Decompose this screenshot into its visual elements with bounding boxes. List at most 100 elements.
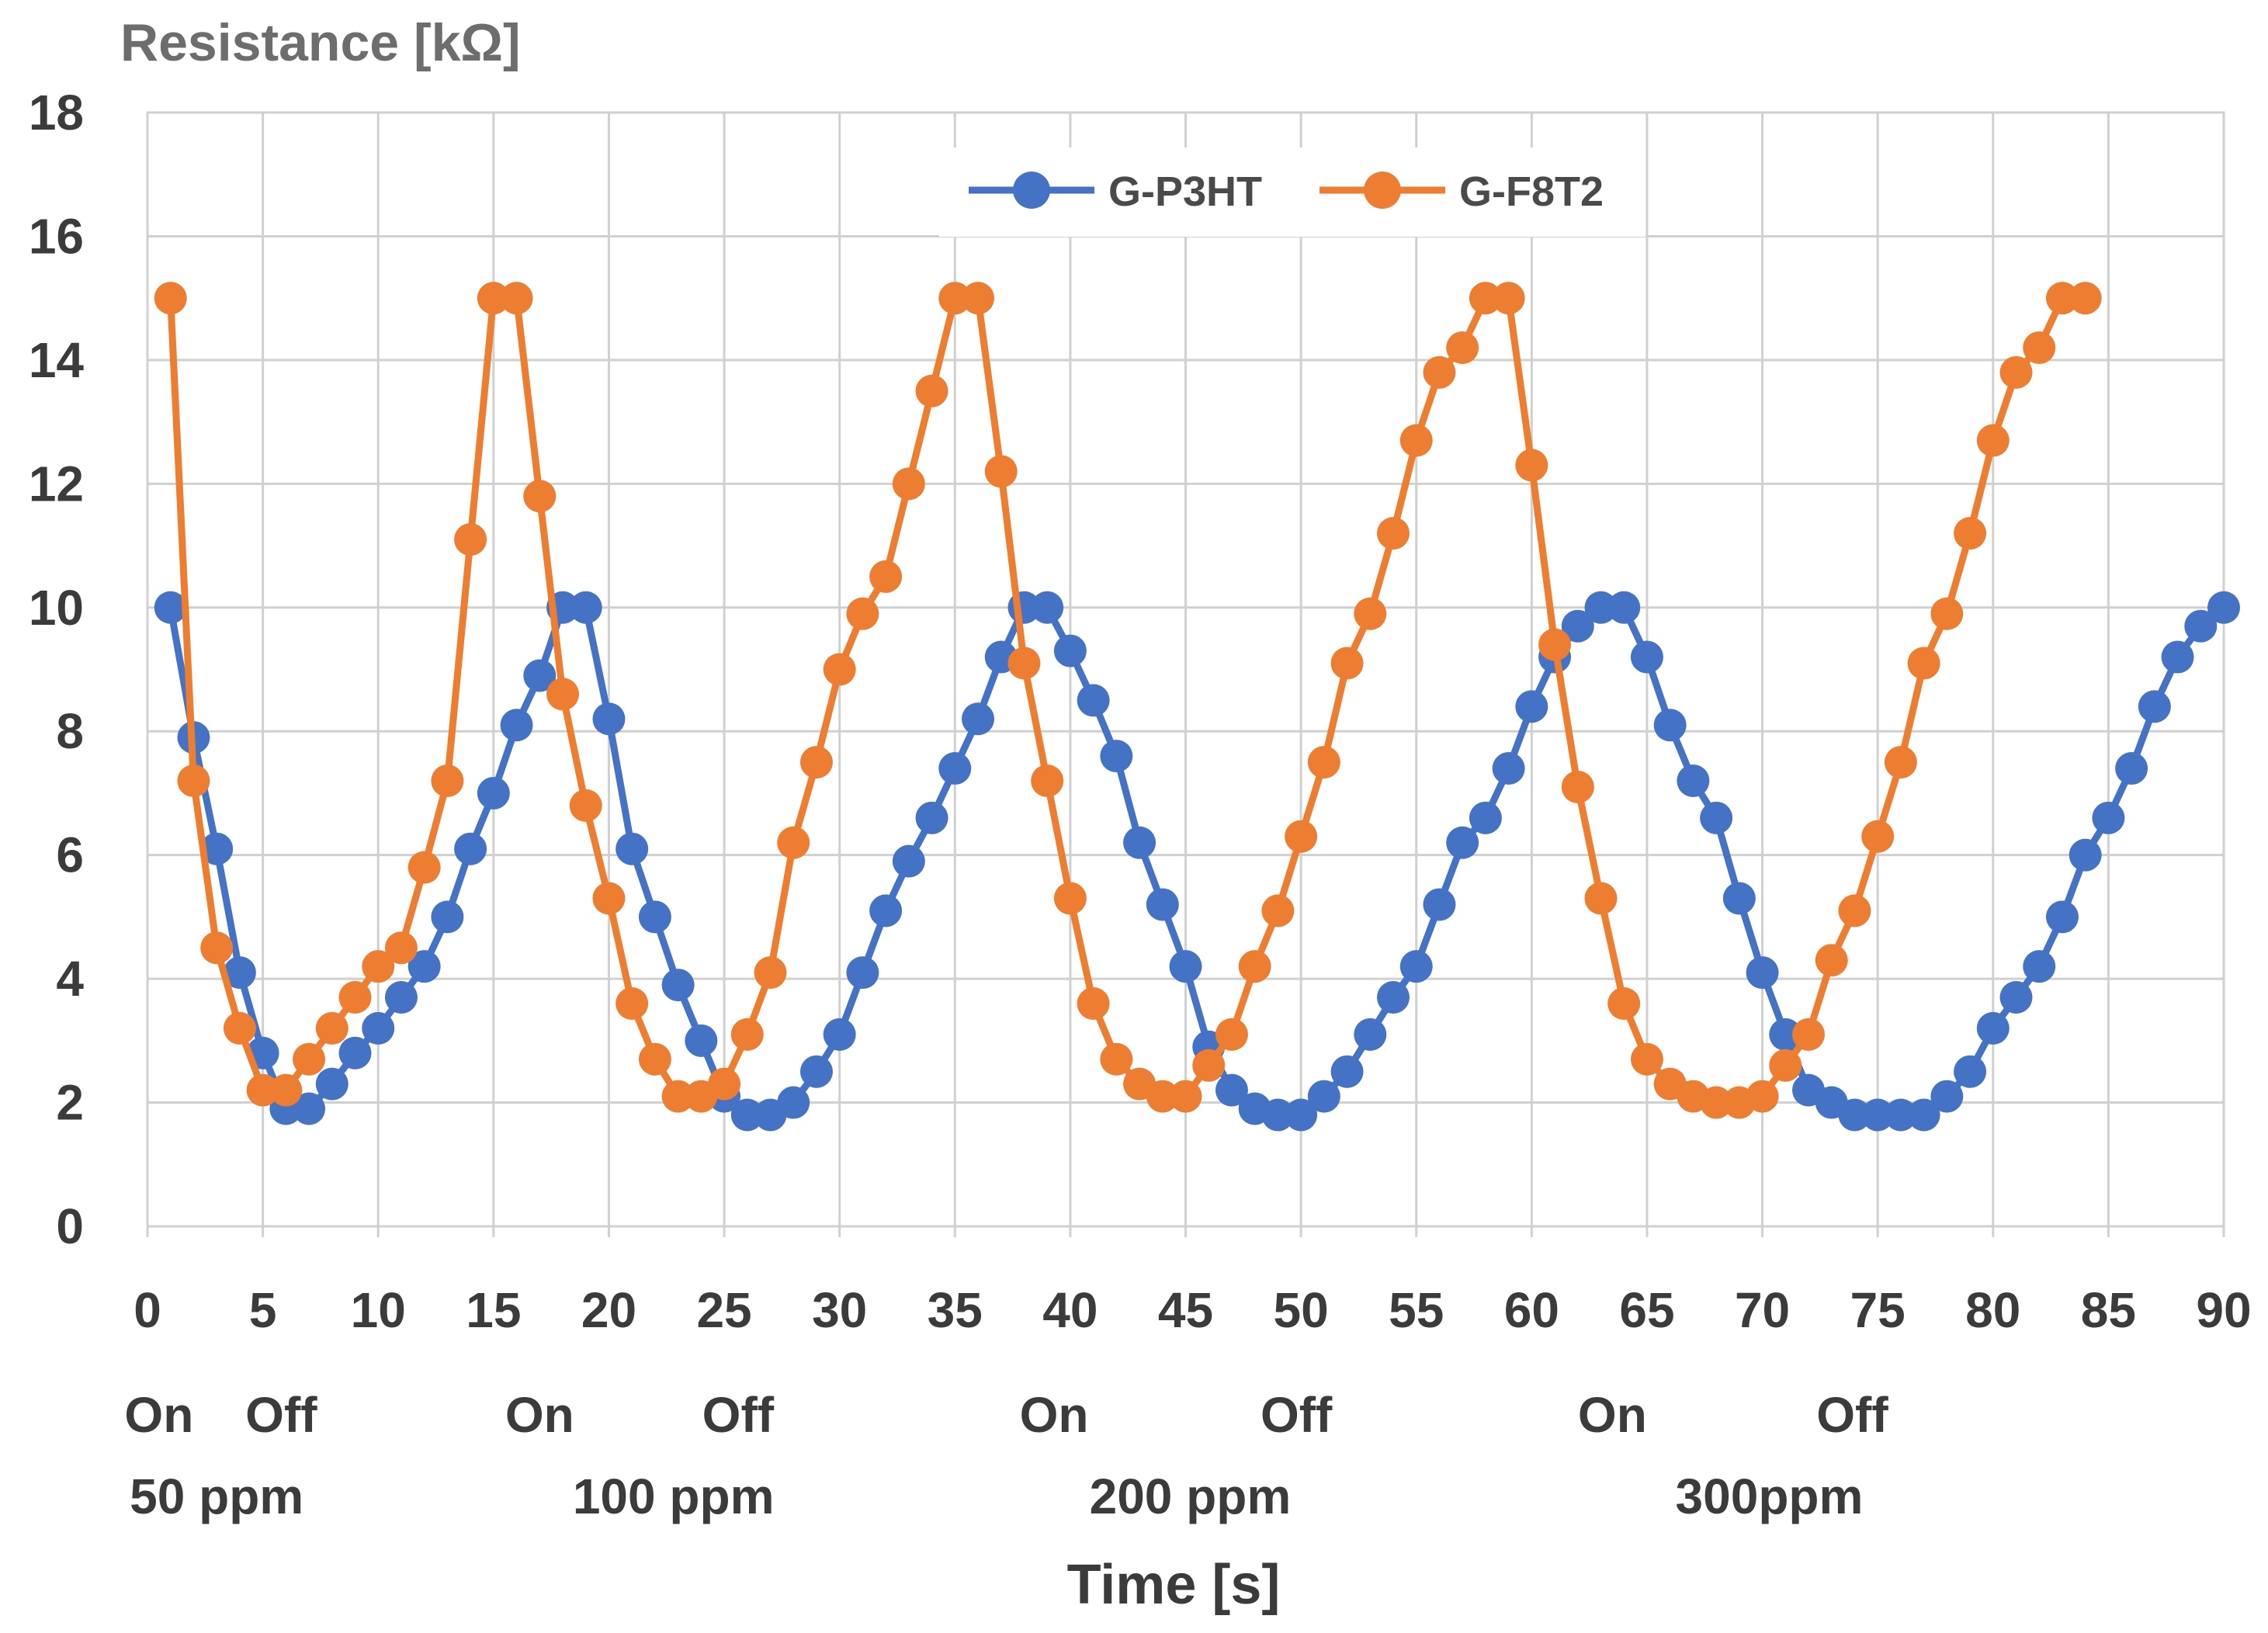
- data-point-g-p3ht: [2138, 690, 2171, 723]
- data-point-g-f8t2: [1769, 1049, 1802, 1082]
- y-tick-label: 8: [56, 703, 84, 759]
- x-tick-label: 40: [1042, 1282, 1098, 1338]
- data-point-g-f8t2: [984, 455, 1018, 488]
- data-point-g-f8t2: [362, 950, 395, 983]
- data-point-g-f8t2: [592, 882, 626, 915]
- x-tick-label: 50: [1274, 1282, 1329, 1338]
- data-point-g-p3ht: [200, 832, 234, 865]
- data-point-g-f8t2: [1607, 987, 1641, 1020]
- data-point-g-p3ht: [2045, 900, 2079, 934]
- data-point-g-f8t2: [616, 987, 649, 1020]
- data-point-g-f8t2: [1330, 647, 1364, 680]
- phase-annotations: On Off On Off On Off On Off 50 ppm 100 ppm 200 ppm…: [124, 1387, 1888, 1524]
- data-point-g-p3ht: [477, 776, 510, 810]
- series-g-p3ht: [154, 591, 2240, 1132]
- data-point-g-p3ht: [869, 894, 903, 927]
- data-point-g-p3ht: [915, 801, 948, 834]
- data-point-g-f8t2: [1861, 820, 1895, 853]
- data-point-g-f8t2: [569, 789, 602, 822]
- data-point-g-f8t2: [1838, 894, 1871, 927]
- data-point-g-f8t2: [1354, 597, 1387, 630]
- data-point-g-f8t2: [154, 282, 187, 315]
- data-point-g-f8t2: [1538, 628, 1572, 661]
- data-point-g-p3ht: [1653, 709, 1687, 742]
- x-tick-label: 25: [696, 1282, 751, 1338]
- data-point-g-p3ht: [1423, 888, 1456, 921]
- data-point-g-p3ht: [1053, 634, 1087, 667]
- data-point-g-p3ht: [2069, 838, 2102, 872]
- data-point-g-p3ht: [661, 969, 695, 1002]
- data-point-g-p3ht: [1700, 801, 1733, 834]
- x-tick-label: 20: [581, 1282, 636, 1338]
- data-point-g-f8t2: [338, 981, 372, 1014]
- data-point-g-f8t2: [869, 560, 903, 593]
- data-point-g-p3ht: [638, 900, 671, 934]
- data-point-g-f8t2: [1423, 355, 1456, 389]
- x-tick-label: 15: [466, 1282, 521, 1338]
- data-point-g-f8t2: [2045, 282, 2079, 315]
- data-point-g-f8t2: [1930, 597, 1964, 630]
- data-point-g-p3ht: [1907, 1098, 1940, 1132]
- phase-annotation: Off: [1261, 1387, 1333, 1443]
- data-point-g-f8t2: [1307, 746, 1340, 779]
- data-point-g-p3ht: [1677, 764, 1710, 797]
- data-point-g-p3ht: [1930, 1080, 1964, 1113]
- x-tick-label: 65: [1619, 1282, 1674, 1338]
- data-point-g-p3ht: [1446, 826, 1479, 859]
- phase-annotation: 100 ppm: [573, 1468, 775, 1524]
- x-tick-label: 45: [1158, 1282, 1213, 1338]
- plot-area: [146, 111, 2225, 1228]
- data-point-g-p3ht: [777, 1086, 810, 1119]
- data-point-g-p3ht: [1100, 740, 1133, 773]
- x-axis-title: Time [s]: [1067, 1554, 1281, 1616]
- legend-label-g-p3ht: G-P3HT: [1108, 168, 1262, 215]
- data-point-g-f8t2: [1285, 820, 1318, 853]
- data-point-g-p3ht: [2092, 801, 2125, 834]
- y-tick-label: 2: [56, 1075, 84, 1131]
- data-point-g-f8t2: [200, 931, 234, 965]
- data-point-g-p3ht: [1999, 981, 2033, 1014]
- y-tick-label: 0: [56, 1198, 84, 1254]
- data-point-g-f8t2: [1907, 647, 1940, 680]
- series-g-f8t2: [154, 282, 2102, 1119]
- data-point-g-f8t2: [1031, 764, 1064, 797]
- data-point-g-f8t2: [638, 1042, 671, 1076]
- data-point-g-f8t2: [2023, 331, 2056, 364]
- x-tick-label: 30: [812, 1282, 867, 1338]
- data-point-g-f8t2: [1700, 1086, 1733, 1119]
- x-tick-label: 75: [1850, 1282, 1906, 1338]
- data-point-g-p3ht: [730, 1098, 764, 1132]
- data-point-g-f8t2: [384, 931, 418, 965]
- data-point-g-f8t2: [1884, 746, 1917, 779]
- data-point-g-f8t2: [454, 523, 487, 556]
- legend-label-g-f8t2: G-F8T2: [1459, 168, 1604, 215]
- data-point-g-p3ht: [962, 702, 994, 736]
- data-point-g-p3ht: [1769, 1018, 1802, 1051]
- x-tick-label: 55: [1389, 1282, 1444, 1338]
- legend-marker-g-p3ht: [1013, 172, 1050, 209]
- data-point-g-p3ht: [1492, 752, 1525, 785]
- data-point-g-f8t2: [1792, 1018, 1825, 1051]
- data-point-g-p3ht: [1307, 1080, 1340, 1113]
- data-point-g-f8t2: [315, 1011, 349, 1045]
- data-point-g-p3ht: [1169, 950, 1202, 983]
- data-point-g-p3ht: [1746, 956, 1779, 990]
- data-point-g-f8t2: [407, 851, 441, 884]
- data-point-g-f8t2: [1192, 1049, 1226, 1082]
- y-tick-label: 10: [29, 580, 84, 636]
- data-point-g-p3ht: [685, 1024, 718, 1057]
- y-tick-label: 12: [29, 456, 84, 511]
- data-point-g-f8t2: [1469, 282, 1502, 315]
- data-point-g-p3ht: [1954, 1055, 1987, 1088]
- data-point-g-p3ht: [2207, 591, 2240, 624]
- data-point-g-f8t2: [1077, 987, 1110, 1020]
- data-point-g-p3ht: [293, 1092, 326, 1125]
- x-axis-ticks: 0 5 10 15 20 25 30 35 40 45 50 55 60 65 70 75 80 85 90: [134, 1282, 2251, 1338]
- data-point-g-f8t2: [1954, 517, 1987, 550]
- data-point-g-p3ht: [592, 702, 626, 736]
- data-point-g-f8t2: [1261, 894, 1295, 927]
- data-point-g-f8t2: [1492, 282, 1525, 315]
- series-layer: [154, 282, 2240, 1132]
- data-point-g-f8t2: [1146, 1080, 1179, 1113]
